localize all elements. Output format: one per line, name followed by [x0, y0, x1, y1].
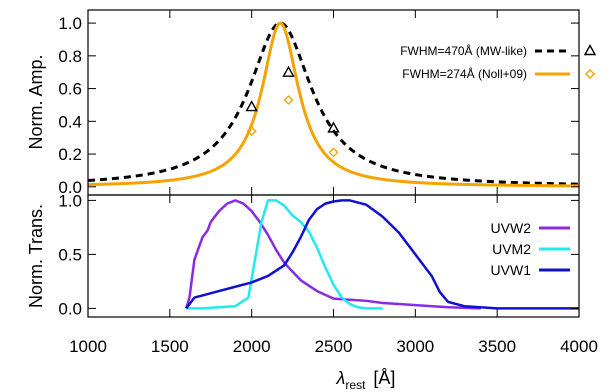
triangle-point [282, 65, 295, 77]
diamond-point [246, 126, 257, 137]
x-axis-label-symbol: λ [336, 368, 346, 388]
amplitude-curves [87, 21, 580, 188]
amplitude-curve-noll09 [87, 21, 580, 188]
transmission-y-tick-label: 0.0 [58, 299, 82, 318]
amplitude-ticks: 0.0 0.2 0.4 0.6 0.8 1.0 [58, 10, 580, 197]
legend-label-uvm2: UVM2 [492, 241, 531, 257]
legend-diamond-marker [585, 69, 595, 79]
amplitude-curve-mw-like [87, 21, 580, 186]
amplitude-y-tick-label: 0.2 [58, 145, 82, 164]
diamond-point [328, 147, 339, 158]
amplitude-y-tick-label: 1.0 [58, 14, 82, 33]
x-tick-label: 1000 [69, 337, 107, 356]
amplitude-y-tick-label: 0.6 [58, 80, 82, 99]
amplitude-legend: FWHM=470Å (MW-like) FWHM=274Å (Noll+09) [400, 43, 597, 81]
triangle-point [245, 100, 258, 112]
amplitude-plot-frame [87, 9, 580, 196]
transmission-curve-uvm2 [186, 199, 383, 310]
x-tick-label: 3000 [396, 337, 434, 356]
amplitude-panel: 0.0 0.2 0.4 0.6 0.8 1.0 Norm. Amp. FWHM=470Å … [26, 9, 597, 197]
amplitude-y-axis-label: Norm. Amp. [26, 54, 46, 149]
amplitude-y-tick-label: 0.0 [58, 178, 82, 197]
x-tick-label: 2000 [233, 337, 271, 356]
x-tick-label: 1500 [151, 337, 189, 356]
legend-label-mw: FWHM=470Å (MW-like) [400, 43, 527, 58]
transmission-legend: UVW2 UVM2 UVW1 [491, 220, 570, 278]
transmission-curve-uvw2 [185, 199, 481, 310]
amplitude-y-tick-label: 0.4 [58, 112, 82, 131]
x-axis-label-subscript: rest [345, 378, 366, 392]
amplitude-y-tick-label: 0.8 [58, 47, 82, 66]
amplitude-points [245, 65, 340, 158]
transmission-plot-frame [87, 194, 580, 318]
transmission-panel: 0.0 0.5 1.0 1000 1500 2000 2500 3000 3500 4000 No… [26, 191, 598, 356]
diamond-point [283, 95, 294, 106]
transmission-y-tick-label: 1.0 [58, 191, 82, 210]
x-tick-label: 2500 [315, 337, 353, 356]
transmission-y-tick-label: 0.5 [58, 245, 82, 264]
legend-label-uvw1: UVW1 [491, 262, 532, 278]
x-tick-label: 3500 [478, 337, 516, 356]
legend-label-noll: FWHM=274Å (Noll+09) [402, 66, 527, 81]
x-tick-label: 4000 [560, 337, 598, 356]
transmission-y-axis-label: Norm. Trans. [26, 204, 46, 308]
legend-label-uvw2: UVW2 [491, 220, 532, 236]
x-axis-label: λrest [Å] [336, 368, 396, 392]
legend-triangle-marker [583, 44, 597, 56]
transmission-ticks: 0.0 0.5 1.0 1000 1500 2000 2500 3000 3500 4000 [58, 191, 598, 356]
x-axis-label-unit: [Å] [373, 368, 395, 388]
triangle-point [327, 121, 340, 133]
